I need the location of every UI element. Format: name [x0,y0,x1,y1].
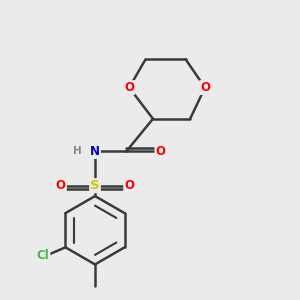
Text: O: O [155,145,165,158]
Text: Cl: Cl [37,249,50,262]
Text: H: H [73,146,82,157]
Text: O: O [56,179,66,192]
Text: O: O [124,179,134,192]
Text: O: O [200,81,210,94]
Text: N: N [90,145,100,158]
Text: S: S [90,179,100,192]
Text: O: O [124,81,134,94]
